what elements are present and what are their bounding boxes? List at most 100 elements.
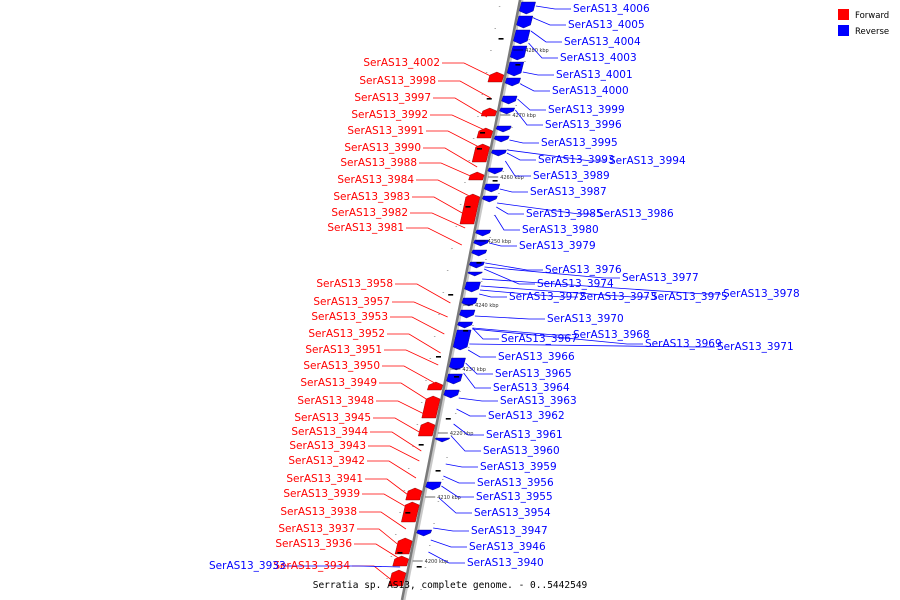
scale-ticks: 4280 kbp 4270 kbp 4260 kbp 4250 kbp 4240 kbp…	[412, 48, 549, 565]
legend-forward-swatch	[838, 9, 849, 20]
reverse-gene-leader	[441, 485, 474, 498]
forward-gene-label: SerAS13_3998	[359, 75, 436, 87]
forward-gene-leader	[410, 212, 466, 229]
forward-gene-label: SerAS13_3992	[351, 109, 428, 121]
guide-dot	[519, 83, 522, 84]
reverse-gene-label: SerAS13_3977	[622, 272, 699, 284]
reverse-gene-label: SerAS13_3999	[548, 104, 625, 116]
forward-gene-leader	[365, 478, 413, 499]
reverse-gene-leader	[443, 475, 475, 484]
reverse-gene-leader	[445, 463, 478, 468]
forward-gene-leader	[430, 114, 485, 131]
reverse-gene-leader	[499, 188, 528, 193]
feature-mark	[476, 148, 482, 150]
reverse-gene-leader	[472, 327, 499, 340]
forward-gene-leader	[357, 528, 403, 549]
guide-dot	[412, 446, 414, 447]
reverse-gene-label: SerAS13_3972	[509, 291, 586, 303]
reverse-gene-feature	[491, 149, 507, 157]
guide-dot	[490, 50, 492, 51]
feature-mark	[448, 294, 454, 296]
gene-features	[388, 1, 536, 587]
reverse-gene-leader	[430, 539, 467, 548]
forward-gene-label: SerAS13_3988	[340, 157, 417, 169]
reverse-gene-leader	[453, 423, 484, 436]
reverse-gene-feature	[483, 183, 501, 193]
forward-gene-feature	[468, 171, 485, 181]
reverse-gene-label: SerAS13_3995	[541, 137, 618, 149]
forward-gene-label: SerAS13_3948	[297, 395, 374, 407]
guide-dot	[429, 358, 432, 359]
feature-mark	[435, 470, 441, 472]
reverse-gene-leader	[438, 497, 472, 514]
guide-dot	[437, 501, 440, 502]
reverse-gene-feature	[493, 135, 510, 143]
reverse-gene-label: SerAS13_3961	[486, 429, 563, 441]
forward-gene-leader	[438, 80, 491, 99]
scale-tick-label: 4280 kbp	[525, 48, 549, 54]
reverse-gene-leader	[479, 293, 507, 298]
forward-gene-leader	[376, 400, 429, 417]
reverse-gene-leader	[428, 551, 465, 564]
forward-gene-label: SerAS13_3934	[273, 560, 350, 572]
guide-dot	[451, 248, 453, 249]
reverse-gene-label: SerAS13_3994	[609, 155, 686, 167]
guide-dot	[472, 325, 474, 326]
reverse-gene-leader	[528, 42, 558, 59]
forward-gene-label: SerAS13_3982	[331, 207, 408, 219]
guide-dot	[468, 160, 471, 161]
guide-dot	[386, 578, 388, 579]
reverse-gene-leader	[496, 206, 524, 215]
reverse-gene-feature	[452, 329, 472, 351]
reverse-gene-leader	[497, 202, 595, 215]
reverse-gene-feature	[425, 481, 442, 491]
reverse-gene-leader	[515, 109, 543, 126]
reverse-gene-feature	[459, 309, 476, 319]
reverse-gene-label: SerAS13_4001	[556, 69, 633, 81]
feature-mark	[405, 512, 411, 514]
reverse-gene-label: SerAS13_3986	[597, 208, 674, 220]
reverse-gene-label: SerAS13_3987	[530, 186, 607, 198]
reverse-gene-feature	[501, 95, 518, 105]
forward-gene-leader	[406, 227, 462, 246]
guide-dot	[420, 402, 423, 403]
forward-gene-label: SerAS13_3937	[278, 523, 355, 535]
reverse-gene-leader	[433, 527, 469, 532]
reverse-gene-label: SerAS13_3946	[469, 541, 546, 553]
guide-dot	[450, 435, 453, 436]
reverse-gene-label: SerAS13_4000	[552, 85, 629, 97]
reverse-gene-leader	[522, 71, 554, 76]
reverse-gene-label: SerAS13_3967	[501, 333, 578, 345]
reverse-gene-leader	[485, 262, 543, 271]
reverse-gene-feature	[461, 297, 478, 307]
reverse-gene-leader	[489, 242, 517, 247]
reverse-gene-feature	[487, 167, 504, 175]
forward-gene-leader	[379, 382, 432, 403]
forward-gene-label: SerAS13_3941	[286, 473, 363, 485]
scale-tick-label: 4210 kbp	[437, 495, 461, 501]
forward-gene-leader	[384, 349, 439, 366]
guide-dot	[428, 545, 431, 546]
guide-dot	[506, 149, 509, 150]
reverse-gene-label: SerAS13_3979	[519, 240, 596, 252]
reverse-gene-label: SerAS13_3978	[723, 288, 800, 300]
feature-mark	[515, 64, 521, 66]
forward-gene-label: SerAS13_3990	[344, 142, 421, 154]
reverse-gene-leader	[474, 315, 545, 320]
reverse-gene-label: SerAS13_3956	[477, 477, 554, 489]
reverse-gene-label: SerAS13_3960	[483, 445, 560, 457]
guide-dot	[472, 138, 475, 139]
reverse-gene-leader	[517, 98, 546, 111]
forward-gene-leader	[390, 316, 445, 335]
feature-mark	[486, 98, 492, 100]
forward-gene-leader	[416, 179, 472, 198]
reverse-gene-label: SerAS13_3962	[488, 410, 565, 422]
feature-mark	[416, 566, 422, 568]
guide-dot	[454, 413, 457, 414]
forward-gene-leader	[382, 365, 435, 384]
label-leader-lines	[284, 5, 721, 584]
guide-dot	[476, 303, 479, 304]
reverse-gene-feature	[464, 281, 481, 293]
